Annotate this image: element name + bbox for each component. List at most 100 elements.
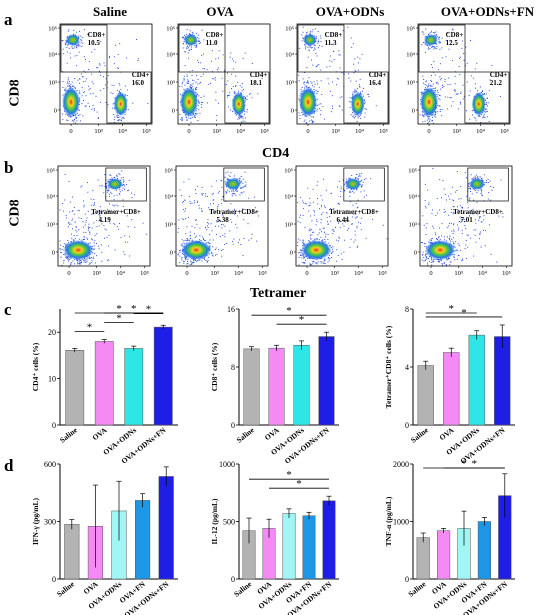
flow-event — [60, 251, 62, 253]
y-axis-label: IFN-γ (pg/mL) — [31, 497, 40, 545]
flow-event — [76, 89, 78, 91]
flow-event — [93, 245, 95, 247]
flow-event — [424, 183, 426, 185]
flow-event — [435, 87, 437, 89]
flow-event — [326, 216, 328, 218]
flow-event — [477, 177, 479, 179]
flow-event — [358, 173, 360, 175]
flow-event — [355, 213, 357, 215]
flow-event — [452, 101, 454, 103]
flow-event — [201, 54, 203, 56]
flow-event — [116, 175, 118, 177]
flow-event — [234, 91, 236, 93]
flow-event — [191, 79, 193, 81]
flow-event — [68, 181, 70, 183]
flow-event — [300, 254, 302, 256]
flow-event — [339, 220, 341, 222]
flow-event — [429, 239, 431, 241]
flow-event — [421, 31, 423, 33]
flow-event — [351, 97, 353, 99]
flow-event — [215, 254, 217, 256]
flow-event — [244, 120, 246, 122]
flow-event — [241, 192, 243, 194]
flow-event — [437, 260, 439, 262]
flow-event — [328, 254, 330, 256]
flow-event — [116, 174, 118, 176]
flow-event — [464, 65, 466, 67]
flow-event — [356, 225, 358, 227]
flow-event — [461, 232, 463, 234]
flow-event — [428, 122, 430, 124]
flow-event — [84, 224, 86, 226]
flow-event — [113, 177, 115, 179]
flow-event — [320, 37, 322, 39]
x-tick-label: 10³ — [210, 270, 219, 277]
flow-event — [447, 227, 449, 229]
flow-event — [93, 108, 95, 110]
flow-event — [82, 42, 84, 44]
flow-event — [316, 80, 318, 82]
flow-event — [211, 71, 213, 73]
flow-event — [233, 92, 235, 94]
flow-event — [97, 179, 99, 181]
flow-event — [357, 206, 359, 208]
flow-event — [147, 102, 149, 104]
flow-event — [90, 198, 92, 200]
flow-event — [216, 220, 218, 222]
flow-event — [115, 44, 117, 46]
flow-event — [208, 207, 210, 209]
flow-event — [363, 179, 365, 181]
flow-event — [100, 244, 102, 246]
flow-event — [195, 219, 197, 221]
x-tick-label: 0 — [306, 128, 309, 135]
flow-event — [69, 211, 71, 213]
flow-event — [228, 191, 230, 193]
flow-event — [64, 173, 66, 175]
flow-event — [76, 65, 78, 67]
significance-star: * — [131, 303, 137, 315]
flow-event — [62, 94, 64, 96]
flow-event — [197, 34, 199, 36]
flow-event — [320, 262, 322, 264]
flow-event — [313, 88, 315, 90]
flow-event — [221, 77, 223, 79]
flow-event — [70, 233, 72, 235]
y-tick-label: 500 — [223, 518, 235, 527]
flow-event — [194, 259, 196, 261]
flow-event — [433, 46, 435, 48]
flow-event — [199, 42, 201, 44]
flow-event — [63, 53, 65, 55]
flow-event — [455, 241, 457, 243]
flow-event — [122, 116, 124, 118]
bar — [158, 476, 174, 580]
flow-event — [242, 255, 244, 257]
flow-event — [85, 220, 87, 222]
flow-event — [81, 103, 83, 105]
flow-event — [487, 181, 489, 183]
flow-event — [238, 90, 240, 92]
flow-event — [122, 199, 124, 201]
flow-event — [426, 223, 428, 225]
flow-event — [191, 46, 193, 48]
y-tick-label: 0 — [52, 421, 56, 430]
flow-event — [104, 186, 106, 188]
flow-event — [118, 173, 120, 175]
flow-event — [435, 43, 437, 45]
flow-event — [313, 214, 315, 216]
significance-star: * — [116, 303, 122, 315]
flow-event — [468, 188, 470, 190]
flow-event — [302, 254, 304, 256]
flow-event — [124, 85, 126, 87]
flow-event — [358, 62, 360, 64]
flow-event — [203, 258, 205, 260]
flow-event — [211, 251, 213, 253]
flow-event — [76, 117, 78, 119]
bar — [494, 336, 511, 426]
flow-event — [107, 191, 109, 193]
flow-event — [464, 172, 466, 174]
flow-event — [242, 182, 244, 184]
flow-event — [87, 226, 89, 228]
flow-event — [327, 224, 329, 226]
flow-event — [68, 85, 70, 87]
